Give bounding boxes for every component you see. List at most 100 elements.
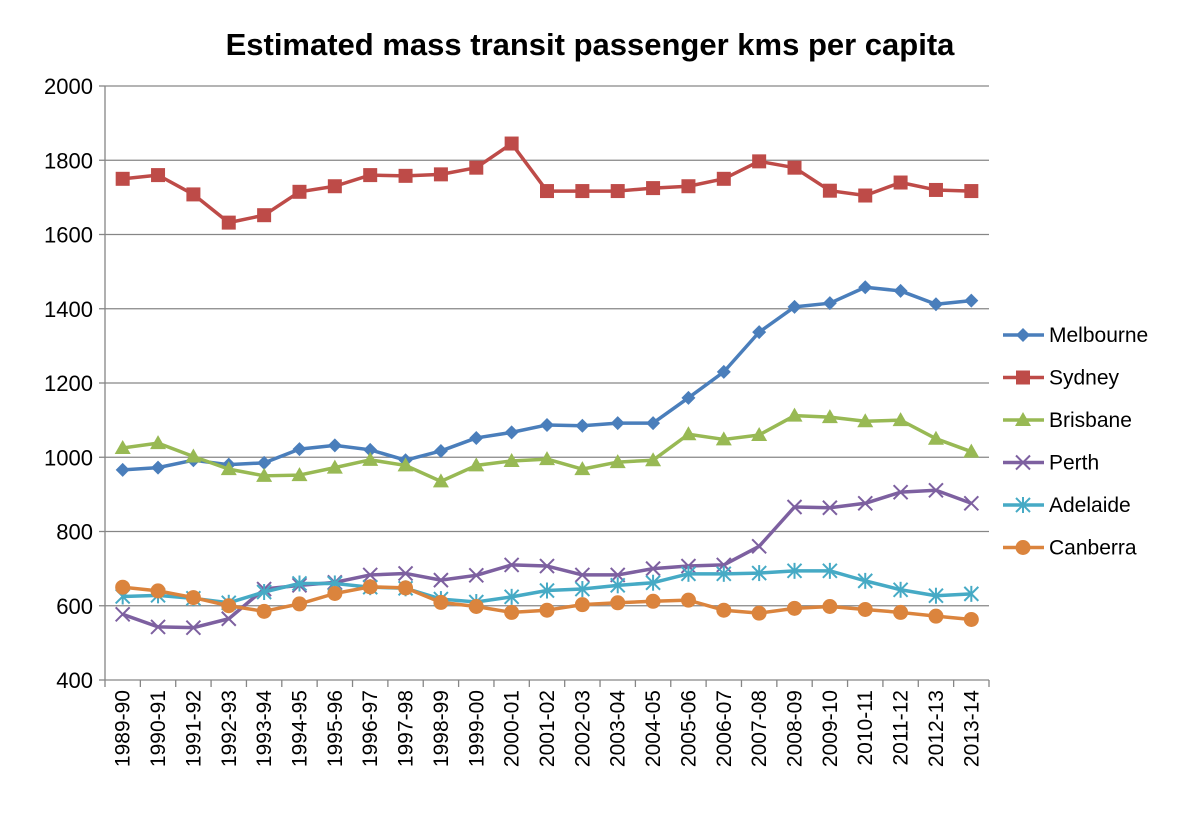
marker-square (893, 175, 908, 190)
y-tick-label: 1600 (44, 223, 93, 248)
legend-label: Sydney (1049, 367, 1120, 390)
marker-star (963, 585, 980, 602)
x-tick-label: 2000-01 (501, 690, 524, 767)
marker-circle (645, 593, 661, 609)
x-tick-label: 1998-99 (430, 690, 453, 767)
marker-square (575, 184, 590, 199)
marker-circle (327, 585, 343, 601)
marker-triangle (256, 467, 273, 482)
marker-circle (185, 590, 201, 606)
marker-square (610, 184, 625, 199)
marker-triangle (503, 452, 520, 467)
legend-label: Perth (1049, 452, 1099, 475)
marker-circle (787, 600, 803, 616)
marker-triangle (821, 409, 838, 424)
marker-diamond (822, 296, 837, 311)
marker-triangle (927, 430, 944, 445)
x-tick-label: 2013-14 (960, 690, 983, 767)
marker-circle (468, 598, 484, 614)
series-line (122, 285, 972, 472)
marker-triangle (220, 461, 237, 476)
marker-diamond (928, 297, 943, 312)
chart-title: Estimated mass transit passenger kms per… (226, 27, 956, 62)
legend-label: Canberra (1049, 537, 1137, 560)
y-tick-label: 1800 (44, 148, 93, 173)
marker-square (363, 168, 378, 183)
marker-square (858, 188, 873, 203)
x-tick-label: 1995-96 (324, 690, 347, 767)
x-tick-label: 1997-98 (395, 690, 418, 767)
marker-square (822, 183, 837, 198)
marker-x-stroke (539, 558, 555, 574)
marker-triangle (786, 407, 803, 422)
series-line (122, 141, 972, 225)
legend-item: Brisbane (1003, 409, 1132, 432)
x-tick-label: 1990-91 (147, 690, 170, 767)
marker-diamond (292, 442, 307, 457)
marker-x-stroke (468, 567, 484, 584)
y-tick-label: 400 (56, 668, 93, 693)
x-tick-label: 1991-92 (182, 690, 205, 767)
x-tick-label: 2003-04 (607, 690, 630, 767)
y-tick-label: 1400 (44, 297, 93, 322)
marker-square (292, 184, 307, 199)
marker-diamond (646, 416, 661, 431)
marker-diamond (469, 430, 484, 445)
marker-star (574, 581, 591, 598)
marker-triangle (645, 452, 662, 467)
marker-x-stroke (503, 557, 520, 573)
marker-diamond (716, 364, 731, 379)
marker-diamond (893, 283, 908, 298)
marker-circle (504, 604, 520, 620)
marker-star (928, 587, 944, 604)
marker-triangle (892, 412, 909, 427)
marker-star (751, 565, 767, 582)
marker-square (186, 187, 201, 202)
marker-x-stroke (433, 572, 449, 588)
marker-x (503, 557, 520, 573)
x-tick-label: 1994-95 (288, 690, 311, 767)
x-tick-label: 2004-05 (642, 690, 665, 767)
marker-star (822, 562, 838, 579)
marker-x-stroke (892, 484, 909, 500)
marker-triangle (362, 451, 379, 466)
marker-diamond (327, 438, 342, 453)
marker-triangle (1015, 412, 1031, 426)
marker-x-stroke (928, 482, 944, 498)
legend-item: Adelaide (1003, 494, 1131, 517)
marker-star (892, 581, 909, 598)
marker-x (963, 495, 980, 511)
marker-x (433, 572, 449, 588)
marker-diamond (681, 390, 696, 405)
marker-star (645, 574, 661, 591)
marker-star (716, 565, 732, 582)
marker-x-stroke (645, 560, 661, 577)
x-tick-label: 2002-03 (571, 690, 594, 767)
marker-star (256, 584, 272, 601)
marker-circle (716, 602, 732, 618)
marker-star (1015, 497, 1031, 513)
marker-circle (751, 605, 767, 621)
x-tick-label: 2006-07 (713, 690, 736, 767)
x-tick-label: 2012-13 (925, 690, 948, 767)
marker-triangle (150, 435, 167, 450)
marker-x (857, 495, 873, 511)
series-melbourne (115, 280, 979, 477)
x-tick-label: 1999-00 (465, 690, 488, 767)
marker-diamond (540, 417, 554, 432)
marker-diamond (787, 299, 802, 314)
marker-circle (822, 598, 838, 614)
marker-x-stroke (857, 495, 873, 511)
marker-star (539, 582, 555, 599)
marker-triangle (397, 457, 414, 472)
marker-x (539, 558, 555, 574)
marker-diamond (363, 442, 378, 457)
marker-circle (857, 601, 873, 617)
legend-item: Perth (1003, 452, 1099, 475)
marker-square (752, 154, 767, 169)
marker-x-stroke (574, 567, 591, 583)
marker-circle (150, 583, 166, 599)
marker-triangle (114, 439, 131, 454)
marker-x (468, 567, 484, 584)
marker-square (964, 184, 979, 199)
